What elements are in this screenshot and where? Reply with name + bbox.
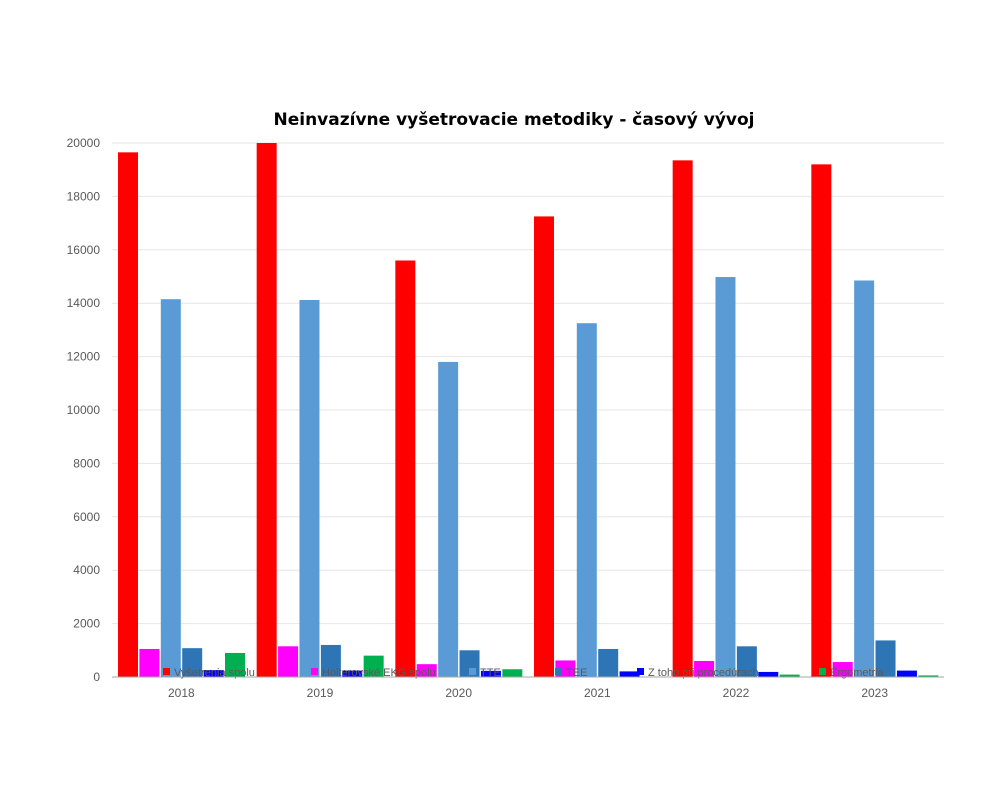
bar (758, 671, 779, 677)
x-axis-ticks: 2018 2019 2020 2021 2022 2023 (168, 686, 888, 700)
legend-swatch (469, 668, 476, 675)
bar (672, 160, 693, 678)
y-tick-label: 0 (93, 670, 100, 684)
y-tick-label: 2000 (73, 617, 100, 631)
y-tick-label: 12000 (67, 350, 101, 364)
bar (438, 361, 459, 677)
bar (854, 280, 875, 677)
legend-swatch (311, 668, 318, 675)
legend-swatch (163, 668, 170, 675)
bar (256, 143, 277, 677)
bar (363, 655, 384, 677)
legend-swatch (637, 668, 644, 675)
x-tick-label: 2020 (445, 686, 472, 700)
bar (160, 299, 181, 677)
bar (619, 671, 640, 677)
bar (736, 646, 757, 677)
y-tick-label: 6000 (73, 510, 100, 524)
y-tick-label: 10000 (67, 403, 101, 417)
bar (203, 670, 224, 677)
bar (118, 152, 138, 678)
bar (811, 164, 832, 678)
legend-swatch (819, 668, 826, 675)
bar (225, 652, 245, 677)
legend-label: Ergometria (830, 667, 885, 679)
bar (416, 664, 437, 677)
legend-label: Vyšetrenia spolu (174, 667, 255, 679)
bars (118, 143, 939, 678)
legend-label: TTE (480, 667, 501, 679)
chart-title: Neinvazívne vyšetrovacie metodiky - časo… (273, 110, 754, 130)
x-tick-label: 2022 (723, 686, 750, 700)
bar (715, 277, 736, 677)
bar (278, 646, 299, 677)
x-tick-label: 2019 (307, 686, 334, 700)
x-tick-label: 2021 (584, 686, 611, 700)
bar (395, 260, 416, 677)
bar (480, 670, 501, 677)
y-tick-label: 20000 (67, 136, 101, 150)
bar (875, 640, 896, 677)
y-tick-label: 4000 (73, 563, 100, 577)
gridlines (112, 142, 944, 625)
bar (832, 662, 853, 677)
bar (534, 216, 554, 678)
bar (779, 674, 800, 677)
bar (896, 670, 917, 677)
y-tick-label: 16000 (67, 243, 101, 257)
x-tick-label: 2023 (861, 686, 888, 700)
x-tick-label: 2018 (168, 686, 195, 700)
legend-label: TEE (566, 667, 587, 679)
legend: Vyšetrenia spolu Holterovské EKG spolu TTE… (163, 667, 885, 679)
bar (694, 660, 715, 677)
y-tick-label: 8000 (73, 456, 100, 470)
bar (320, 644, 341, 677)
bar (342, 670, 363, 677)
y-axis-ticks: 0 2000 4000 6000 8000 10000 12000 14000 16000 180… (67, 136, 101, 684)
legend-label: Z toho pri procedúrach (648, 667, 759, 679)
bar (918, 675, 939, 677)
y-tick-label: 18000 (67, 189, 101, 203)
bar (182, 648, 203, 677)
bar (576, 323, 597, 677)
legend-swatch (555, 668, 562, 675)
bar (598, 648, 619, 677)
legend-label: Holterovské EKG spolu (322, 667, 436, 679)
bar (139, 648, 160, 677)
bar (502, 669, 523, 677)
y-tick-label: 14000 (67, 296, 101, 310)
bar (299, 299, 320, 677)
